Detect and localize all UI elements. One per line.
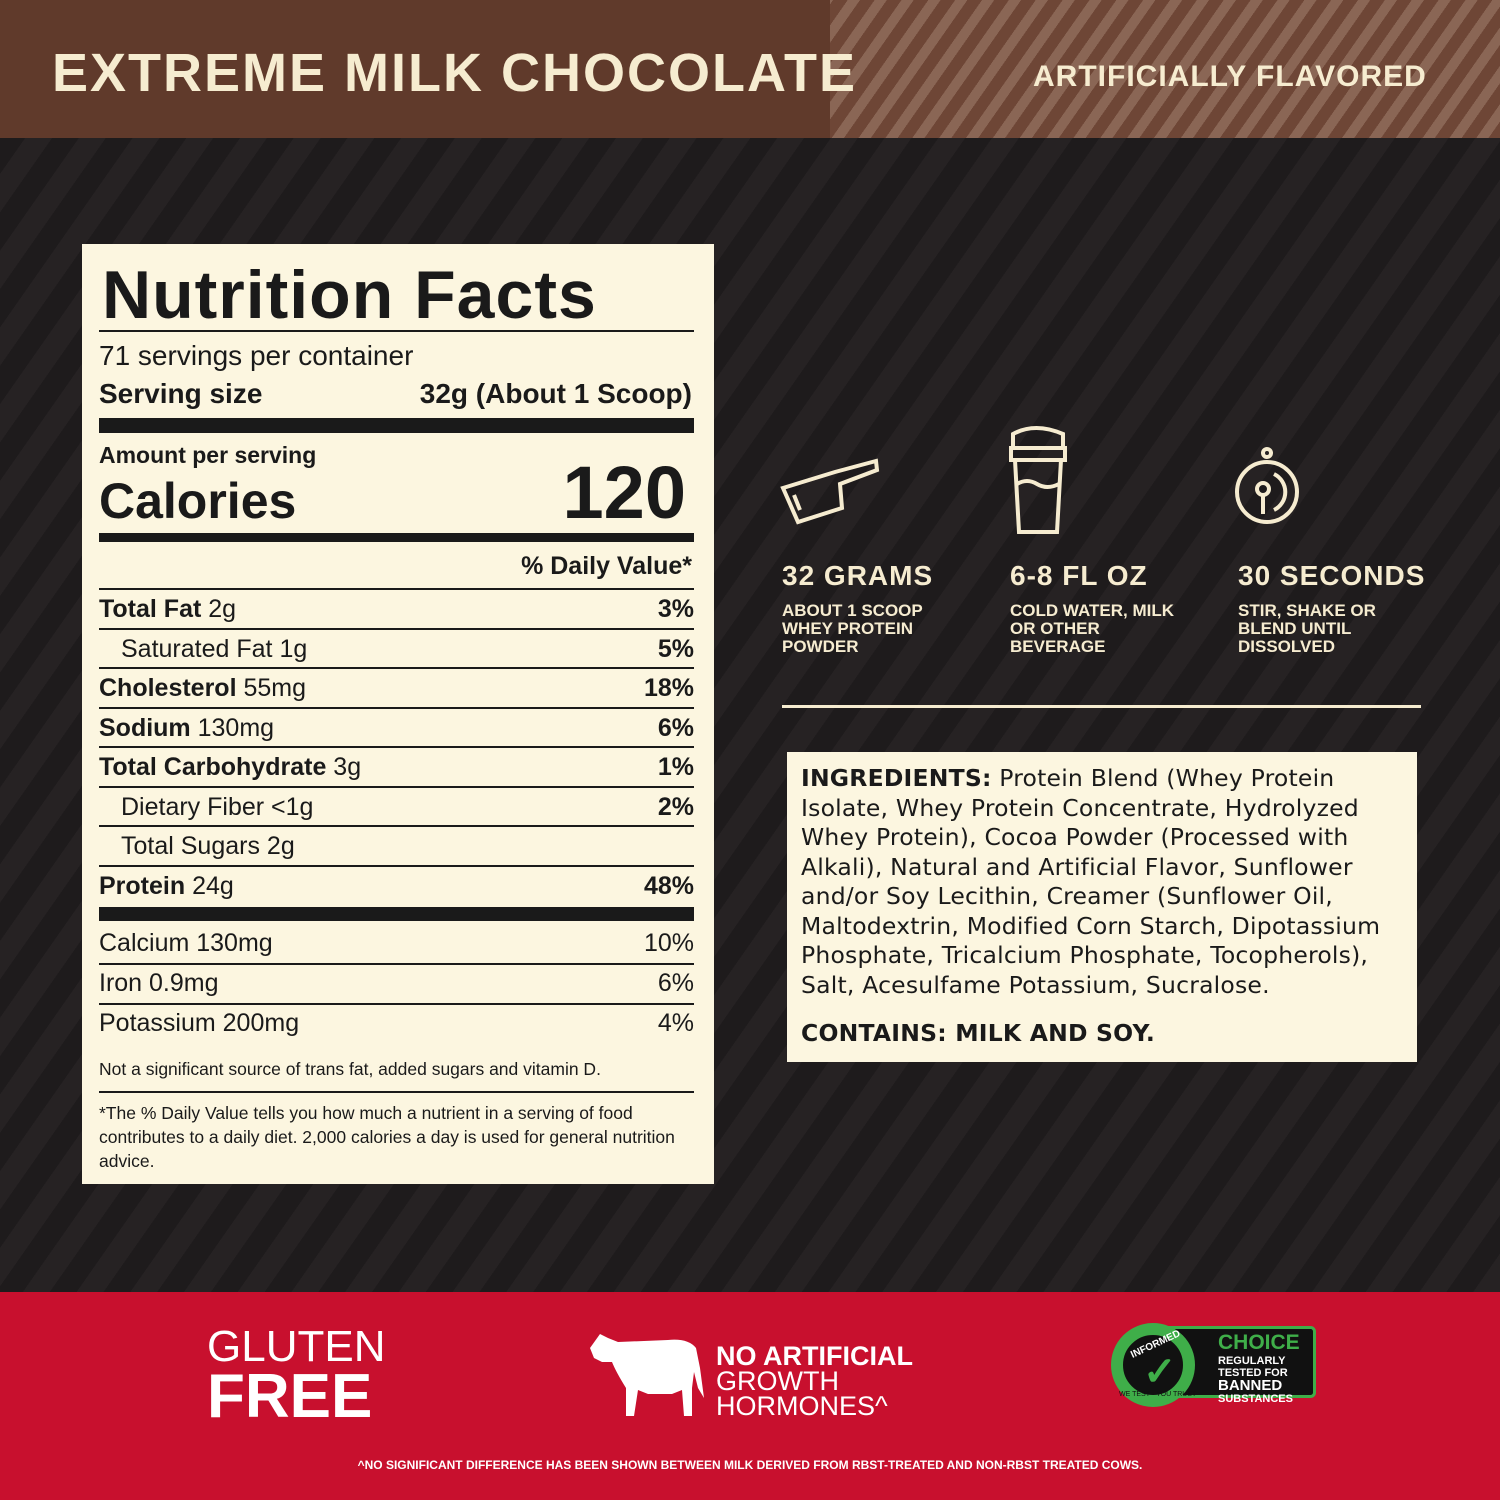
disclaimer: ^NO SIGNIFICANT DIFFERENCE HAS BEEN SHOW… <box>357 1458 1143 1472</box>
step-2: 6-8 FL OZ COLD WATER, MILK OR OTHER BEVE… <box>1010 560 1190 656</box>
nutrient-name: Dietary Fiber <box>121 792 265 821</box>
ingredients-label: INGREDIENTS: <box>801 764 992 792</box>
noart-line1: NO ARTIFICIAL <box>716 1341 913 1371</box>
step-description: ABOUT 1 SCOOP WHEY PROTEIN POWDER <box>782 601 923 656</box>
mineral-row: Iron 0.9mg 6% <box>99 964 694 1003</box>
shaker-icon <box>1009 426 1067 534</box>
ingredients-text: Protein Blend (Whey Protein Isolate, Whe… <box>801 764 1381 999</box>
step-3: 30 SECONDS STIR, SHAKE OR BLEND UNTIL DI… <box>1238 560 1425 656</box>
daily-value-footnote: *The % Daily Value tells you how much a … <box>99 1103 675 1171</box>
nutrient-amount: 1g <box>279 634 308 663</box>
nutrient-name: Protein <box>99 871 186 900</box>
nutrient-name: Cholesterol <box>99 674 237 702</box>
nutrient-dv: 5% <box>657 634 694 663</box>
flavor-title: EXTREME MILK CHOCOLATE <box>52 43 857 103</box>
mineral-name: Potassium 200mg <box>99 1009 300 1037</box>
nutrition-facts-label: Nutrition Facts 71 servings per containe… <box>82 244 714 1184</box>
nutrient-amount: 130mg <box>197 713 275 742</box>
nutrient-dv: 48% <box>643 871 694 900</box>
gluten-free-badge: GLUTEN FREE <box>207 1322 386 1431</box>
choice-text: CHOICE <box>1218 1331 1300 1354</box>
no-artificial-hormones-badge: NO ARTIFICIAL GROWTH HORMONES^ <box>716 1341 913 1421</box>
divider <box>782 705 1421 708</box>
header-banner: EXTREME MILK CHOCOLATE ARTIFICIALLY FLAV… <box>0 0 1500 138</box>
nutrient-amount: 2g <box>208 595 237 623</box>
choice-sub: SUBSTANCES <box>1218 1393 1293 1405</box>
nutrient-amount: 3g <box>333 753 362 781</box>
step-1: 32 GRAMS ABOUT 1 SCOOP WHEY PROTEIN POWD… <box>782 560 962 656</box>
checkmark-icon: ✓ <box>1143 1350 1177 1394</box>
nutrient-name: Sodium <box>99 713 191 742</box>
choice-sub: BANNED <box>1218 1377 1283 1394</box>
noart-line3: HORMONES^ <box>716 1391 888 1421</box>
nutrient-dv: 18% <box>643 674 694 702</box>
stopwatch-icon <box>1235 447 1299 524</box>
nutrient-amount: <1g <box>271 792 314 821</box>
nutrient-row: Total Sugars 2g <box>99 827 694 866</box>
nutrient-row: Sodium 130mg 6% <box>99 709 694 748</box>
we-test-text: WE TEST · YOU TRUST <box>1119 1391 1197 1398</box>
choice-sub: REGULARLY <box>1218 1355 1286 1367</box>
mineral-dv: 10% <box>643 929 694 957</box>
nutrient-amount: 24g <box>192 871 234 900</box>
step-title: 32 GRAMS <box>782 560 934 591</box>
nutrient-row: Saturated Fat 1g 5% <box>99 630 694 669</box>
nutrient-dv: 1% <box>657 753 694 781</box>
cow-icon <box>590 1334 704 1416</box>
nutrient-name: Total Sugars <box>121 832 260 860</box>
free-text: FREE <box>207 1362 373 1431</box>
mineral-name: Calcium 130mg <box>99 929 273 957</box>
nutrient-row: Dietary Fiber <1g 2% <box>99 788 694 827</box>
informed-choice-badge: INFORMED WE TEST · YOU TRUST ✓ CHOICE RE… <box>1111 1323 1316 1407</box>
ingredients-box: INGREDIENTS: Protein Blend (Whey Protein… <box>787 752 1417 1062</box>
step-description: COLD WATER, MILK OR OTHER BEVERAGE <box>1010 601 1174 656</box>
serving-size-value: 32g (About 1 Scoop) <box>419 378 692 409</box>
calories-label: Calories <box>99 473 297 529</box>
nutrient-name: Total Carbohydrate <box>99 753 327 781</box>
mineral-dv: 4% <box>657 1009 694 1037</box>
flavor-note: ARTIFICIALLY FLAVORED <box>1033 60 1427 93</box>
step-description: STIR, SHAKE OR BLEND UNTIL DISSOLVED <box>1238 601 1376 656</box>
nutrient-row: Protein 24g 48% <box>99 867 694 906</box>
serving-size-label: Serving size <box>99 378 263 409</box>
choice-sub: TESTED FOR <box>1218 1367 1288 1379</box>
nutrient-dv: 6% <box>657 713 694 742</box>
scoop-icon <box>780 458 880 525</box>
amount-per-serving: Amount per serving <box>99 442 317 468</box>
gluten-text: GLUTEN <box>207 1322 386 1371</box>
mineral-row: Potassium 200mg 4% <box>99 1004 694 1043</box>
nutrient-dv: 2% <box>657 792 694 821</box>
mineral-name: Iron 0.9mg <box>99 969 219 997</box>
header-stripes <box>830 0 1500 138</box>
nutrient-amount: 2g <box>266 832 295 860</box>
nutrient-row: Cholesterol 55mg 18% <box>99 669 694 708</box>
calories-value: 120 <box>562 451 686 534</box>
nutrient-name: Total Fat <box>99 595 202 623</box>
nutrient-dv: 3% <box>657 595 694 623</box>
nutrient-name: Saturated Fat <box>121 634 273 663</box>
step-title: 30 SECONDS <box>1238 560 1426 591</box>
claims-band: GLUTEN FREE NO ARTIFICIAL GROWTH HORMONE… <box>0 1292 1500 1500</box>
trans-fat-note: Not a significant source of trans fat, a… <box>99 1059 601 1079</box>
servings-per-container: 71 servings per container <box>99 340 414 371</box>
daily-value-header: % Daily Value* <box>521 552 692 580</box>
mineral-dv: 6% <box>657 969 694 997</box>
step-title: 6-8 FL OZ <box>1010 560 1148 591</box>
nutrient-row: Total Carbohydrate 3g 1% <box>99 748 694 787</box>
nutrient-amount: 55mg <box>243 674 307 702</box>
nutrient-row: Total Fat 2g 3% <box>99 590 694 629</box>
allergen-statement: CONTAINS: MILK AND SOY. <box>801 1019 1155 1047</box>
noart-line2: GROWTH <box>716 1366 839 1396</box>
mineral-row: Calcium 130mg 10% <box>99 924 694 963</box>
nutrition-title: Nutrition Facts <box>102 257 597 333</box>
